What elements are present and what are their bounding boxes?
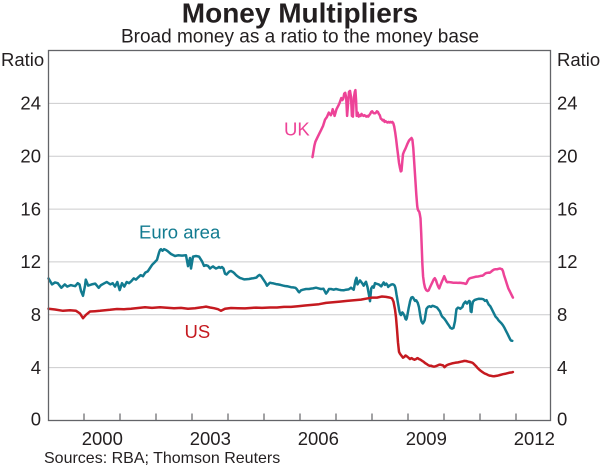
- svg-text:2012: 2012: [514, 428, 555, 449]
- svg-text:2009: 2009: [406, 428, 447, 449]
- svg-text:2000: 2000: [82, 428, 123, 449]
- svg-text:Broad money as a ratio to the: Broad money as a ratio to the money base: [121, 27, 479, 48]
- svg-text:4: 4: [31, 357, 41, 378]
- svg-text:16: 16: [557, 198, 578, 219]
- svg-text:US: US: [185, 321, 211, 342]
- svg-text:20: 20: [557, 145, 578, 166]
- svg-text:2006: 2006: [298, 428, 339, 449]
- svg-text:0: 0: [557, 408, 567, 429]
- svg-text:2003: 2003: [190, 428, 231, 449]
- svg-text:Ratio: Ratio: [1, 49, 44, 70]
- svg-text:8: 8: [31, 304, 41, 325]
- svg-text:12: 12: [20, 251, 41, 272]
- svg-text:16: 16: [20, 198, 41, 219]
- svg-text:Ratio: Ratio: [557, 49, 600, 70]
- svg-text:24: 24: [20, 93, 41, 114]
- svg-text:Sources: RBA; Thomson Reuters: Sources: RBA; Thomson Reuters: [44, 450, 280, 467]
- svg-text:8: 8: [557, 304, 567, 325]
- svg-text:UK: UK: [284, 119, 310, 140]
- svg-text:20: 20: [20, 145, 41, 166]
- svg-text:24: 24: [557, 93, 578, 114]
- svg-text:0: 0: [31, 408, 41, 429]
- svg-text:12: 12: [557, 251, 578, 272]
- svg-text:Euro area: Euro area: [139, 221, 221, 242]
- svg-text:Money Multipliers: Money Multipliers: [182, 0, 418, 29]
- svg-text:4: 4: [557, 357, 567, 378]
